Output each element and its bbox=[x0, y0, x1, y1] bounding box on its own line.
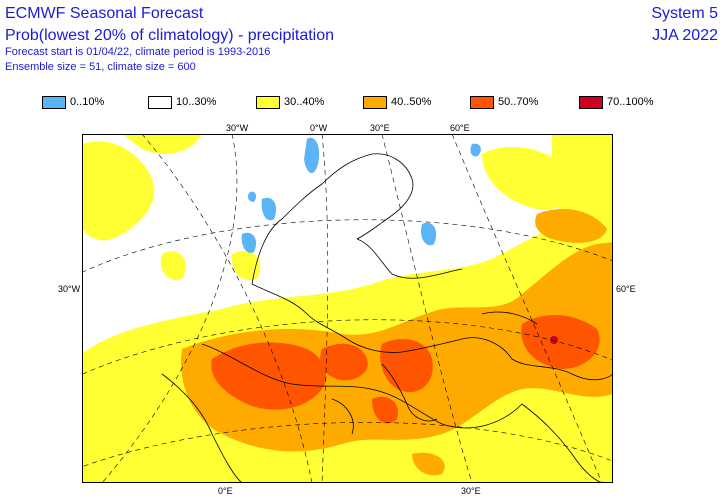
system-label: System 5 bbox=[651, 5, 718, 22]
legend-item-10-30: 10..30% bbox=[148, 95, 216, 109]
legend-label: 10..30% bbox=[176, 96, 217, 108]
top-lon-label: 0°W bbox=[310, 123, 328, 133]
forecast-info: Forecast start is 01/04/22, climate peri… bbox=[5, 46, 271, 58]
left-lon-label: 30°W bbox=[58, 284, 81, 294]
top-lon-label: 60°E bbox=[450, 123, 470, 133]
legend-item-30-40: 30..40% bbox=[256, 95, 324, 109]
legend-item-40-50: 40..50% bbox=[363, 95, 431, 109]
legend-item-70-100: 70..100% bbox=[579, 95, 653, 109]
chart-subtitle: Prob(lowest 20% of climatology) - precip… bbox=[5, 27, 335, 44]
ensemble-info: Ensemble size = 51, climate size = 600 bbox=[5, 61, 196, 73]
legend-swatch bbox=[363, 95, 387, 109]
right-lon-label: 60°E bbox=[616, 284, 636, 294]
legend-label: 30..40% bbox=[284, 96, 325, 108]
probability-map bbox=[82, 134, 613, 483]
prob-region-70-100 bbox=[550, 336, 558, 344]
legend-swatch bbox=[148, 95, 172, 109]
legend-label: 70..100% bbox=[607, 96, 654, 108]
legend-swatch bbox=[470, 95, 494, 109]
bottom-lon-label: 0°E bbox=[218, 486, 233, 496]
season-label: JJA 2022 bbox=[652, 27, 718, 44]
map-border bbox=[82, 134, 613, 483]
graticule bbox=[82, 134, 613, 483]
legend-swatch bbox=[579, 95, 603, 109]
legend-label: 0..10% bbox=[70, 96, 105, 108]
legend-swatch bbox=[256, 95, 280, 109]
legend-swatch bbox=[42, 95, 66, 109]
legend-item-0-10: 0..10% bbox=[42, 95, 104, 109]
top-lon-label: 30°E bbox=[370, 123, 390, 133]
legend-item-50-70: 50..70% bbox=[470, 95, 538, 109]
legend-label: 40..50% bbox=[391, 96, 432, 108]
top-lon-label: 30°W bbox=[226, 123, 249, 133]
bottom-lon-label: 30°E bbox=[461, 486, 481, 496]
prob-region-0-10 bbox=[241, 137, 481, 253]
legend-label: 50..70% bbox=[498, 96, 539, 108]
chart-title: ECMWF Seasonal Forecast bbox=[5, 5, 204, 22]
